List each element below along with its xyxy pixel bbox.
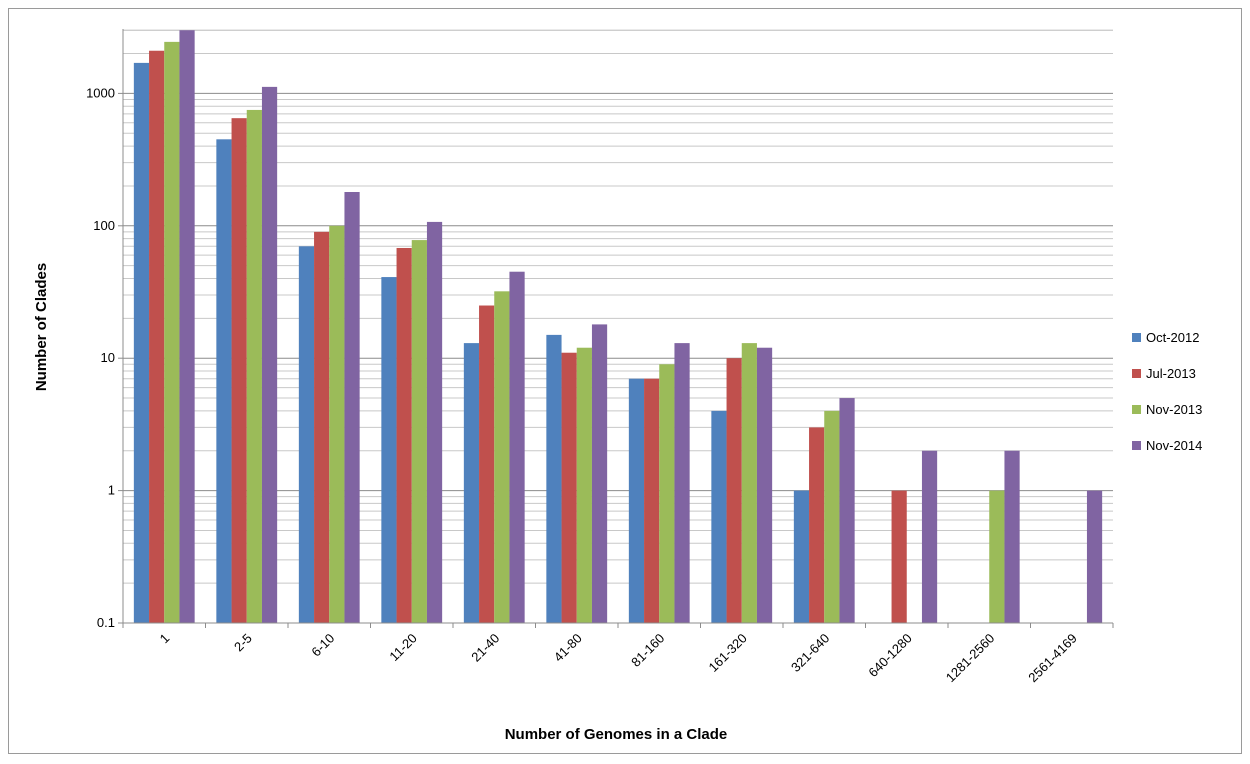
y-tick-label: 0.1 <box>97 615 115 630</box>
legend-item-nov-2013: Nov-2013 <box>1132 402 1202 417</box>
x-tick-label: 11-20 <box>386 631 419 664</box>
bar-nov-2013-161-320 <box>742 343 757 623</box>
bar-jul-2013-21-40 <box>479 306 494 623</box>
bar-jul-2013-1 <box>149 51 164 623</box>
bar-nov-2014-2-5 <box>262 87 277 623</box>
y-tick-label: 1 <box>108 483 115 498</box>
x-tick-label: 161-320 <box>706 631 750 675</box>
bar-nov-2014-161-320 <box>757 348 772 623</box>
x-tick-label: 81-160 <box>628 631 667 670</box>
y-tick-label: 1000 <box>86 85 115 100</box>
x-tick-label: 6-10 <box>308 631 337 660</box>
x-tick-label: 321-640 <box>788 631 832 675</box>
bar-nov-2014-640-1280 <box>922 451 937 623</box>
bar-nov-2013-1281-2560 <box>989 491 1004 623</box>
bar-nov-2014-41-80 <box>592 324 607 623</box>
x-tick-label: 41-80 <box>551 631 585 665</box>
bar-jul-2013-6-10 <box>314 232 329 623</box>
bar-oct-2012-11-20 <box>381 277 396 623</box>
bar-nov-2013-21-40 <box>494 291 509 623</box>
bar-nov-2014-1281-2560 <box>1004 451 1019 623</box>
legend-swatch <box>1132 333 1141 342</box>
x-tick-label: 2561-4169 <box>1025 631 1080 686</box>
legend-item-oct-2012: Oct-2012 <box>1132 330 1199 345</box>
y-axis-title: Number of Clades <box>33 263 50 391</box>
bar-nov-2014-2561-4169 <box>1087 491 1102 623</box>
legend-label: Oct-2012 <box>1146 330 1199 345</box>
x-axis-title: Number of Genomes in a Clade <box>505 726 728 743</box>
x-tick-label: 2-5 <box>231 631 255 655</box>
bar-jul-2013-11-20 <box>397 248 412 623</box>
bar-chart: 0.1 1 10 100 1000 1 2-5 6-10 11-20 21-40 41-80 81-1… <box>9 9 1241 753</box>
legend-item-jul-2013: Jul-2013 <box>1132 366 1196 381</box>
bar-nov-2013-6-10 <box>329 226 344 623</box>
x-tick-label: 21-40 <box>468 631 502 665</box>
bar-nov-2013-11-20 <box>412 240 427 623</box>
bar-oct-2012-41-80 <box>546 335 561 623</box>
bar-nov-2014-21-40 <box>509 272 524 623</box>
bar-jul-2013-640-1280 <box>892 491 907 623</box>
legend-item-nov-2014: Nov-2014 <box>1132 438 1202 453</box>
bar-oct-2012-81-160 <box>629 379 644 623</box>
legend-label: Jul-2013 <box>1146 366 1196 381</box>
x-tick-label: 1 <box>157 631 173 647</box>
legend-label: Nov-2013 <box>1146 402 1202 417</box>
bar-jul-2013-321-640 <box>809 427 824 623</box>
x-tick-label: 1281-2560 <box>943 631 998 686</box>
chart-frame: 0.1 1 10 100 1000 1 2-5 6-10 11-20 21-40 41-80 81-1… <box>8 8 1242 754</box>
bar-oct-2012-1 <box>134 63 149 623</box>
bar-oct-2012-6-10 <box>299 246 314 623</box>
bar-jul-2013-41-80 <box>562 353 577 623</box>
legend-label: Nov-2014 <box>1146 438 1202 453</box>
bar-jul-2013-161-320 <box>727 358 742 623</box>
bar-nov-2014-6-10 <box>344 192 359 623</box>
bar-jul-2013-2-5 <box>232 118 247 623</box>
bar-oct-2012-2-5 <box>216 139 231 623</box>
bar-nov-2014-11-20 <box>427 222 442 623</box>
x-tick-label: 640-1280 <box>865 631 914 680</box>
bar-nov-2014-321-640 <box>839 398 854 623</box>
bar-oct-2012-321-640 <box>794 491 809 623</box>
bar-nov-2014-81-160 <box>674 343 689 623</box>
bar-oct-2012-161-320 <box>711 411 726 623</box>
legend-swatch <box>1132 441 1141 450</box>
bars <box>134 30 1102 623</box>
legend-swatch <box>1132 405 1141 414</box>
bar-nov-2014-1 <box>179 30 194 623</box>
bar-nov-2013-2-5 <box>247 110 262 623</box>
y-tick-label: 10 <box>101 350 115 365</box>
bar-nov-2013-41-80 <box>577 348 592 623</box>
bar-jul-2013-81-160 <box>644 379 659 623</box>
bar-nov-2013-321-640 <box>824 411 839 623</box>
bar-nov-2013-1 <box>164 42 179 623</box>
legend-swatch <box>1132 369 1141 378</box>
bar-oct-2012-21-40 <box>464 343 479 623</box>
y-tick-label: 100 <box>93 218 115 233</box>
bar-nov-2013-81-160 <box>659 364 674 623</box>
legend: Oct-2012 Jul-2013 Nov-2013 Nov-2014 <box>1132 330 1202 453</box>
